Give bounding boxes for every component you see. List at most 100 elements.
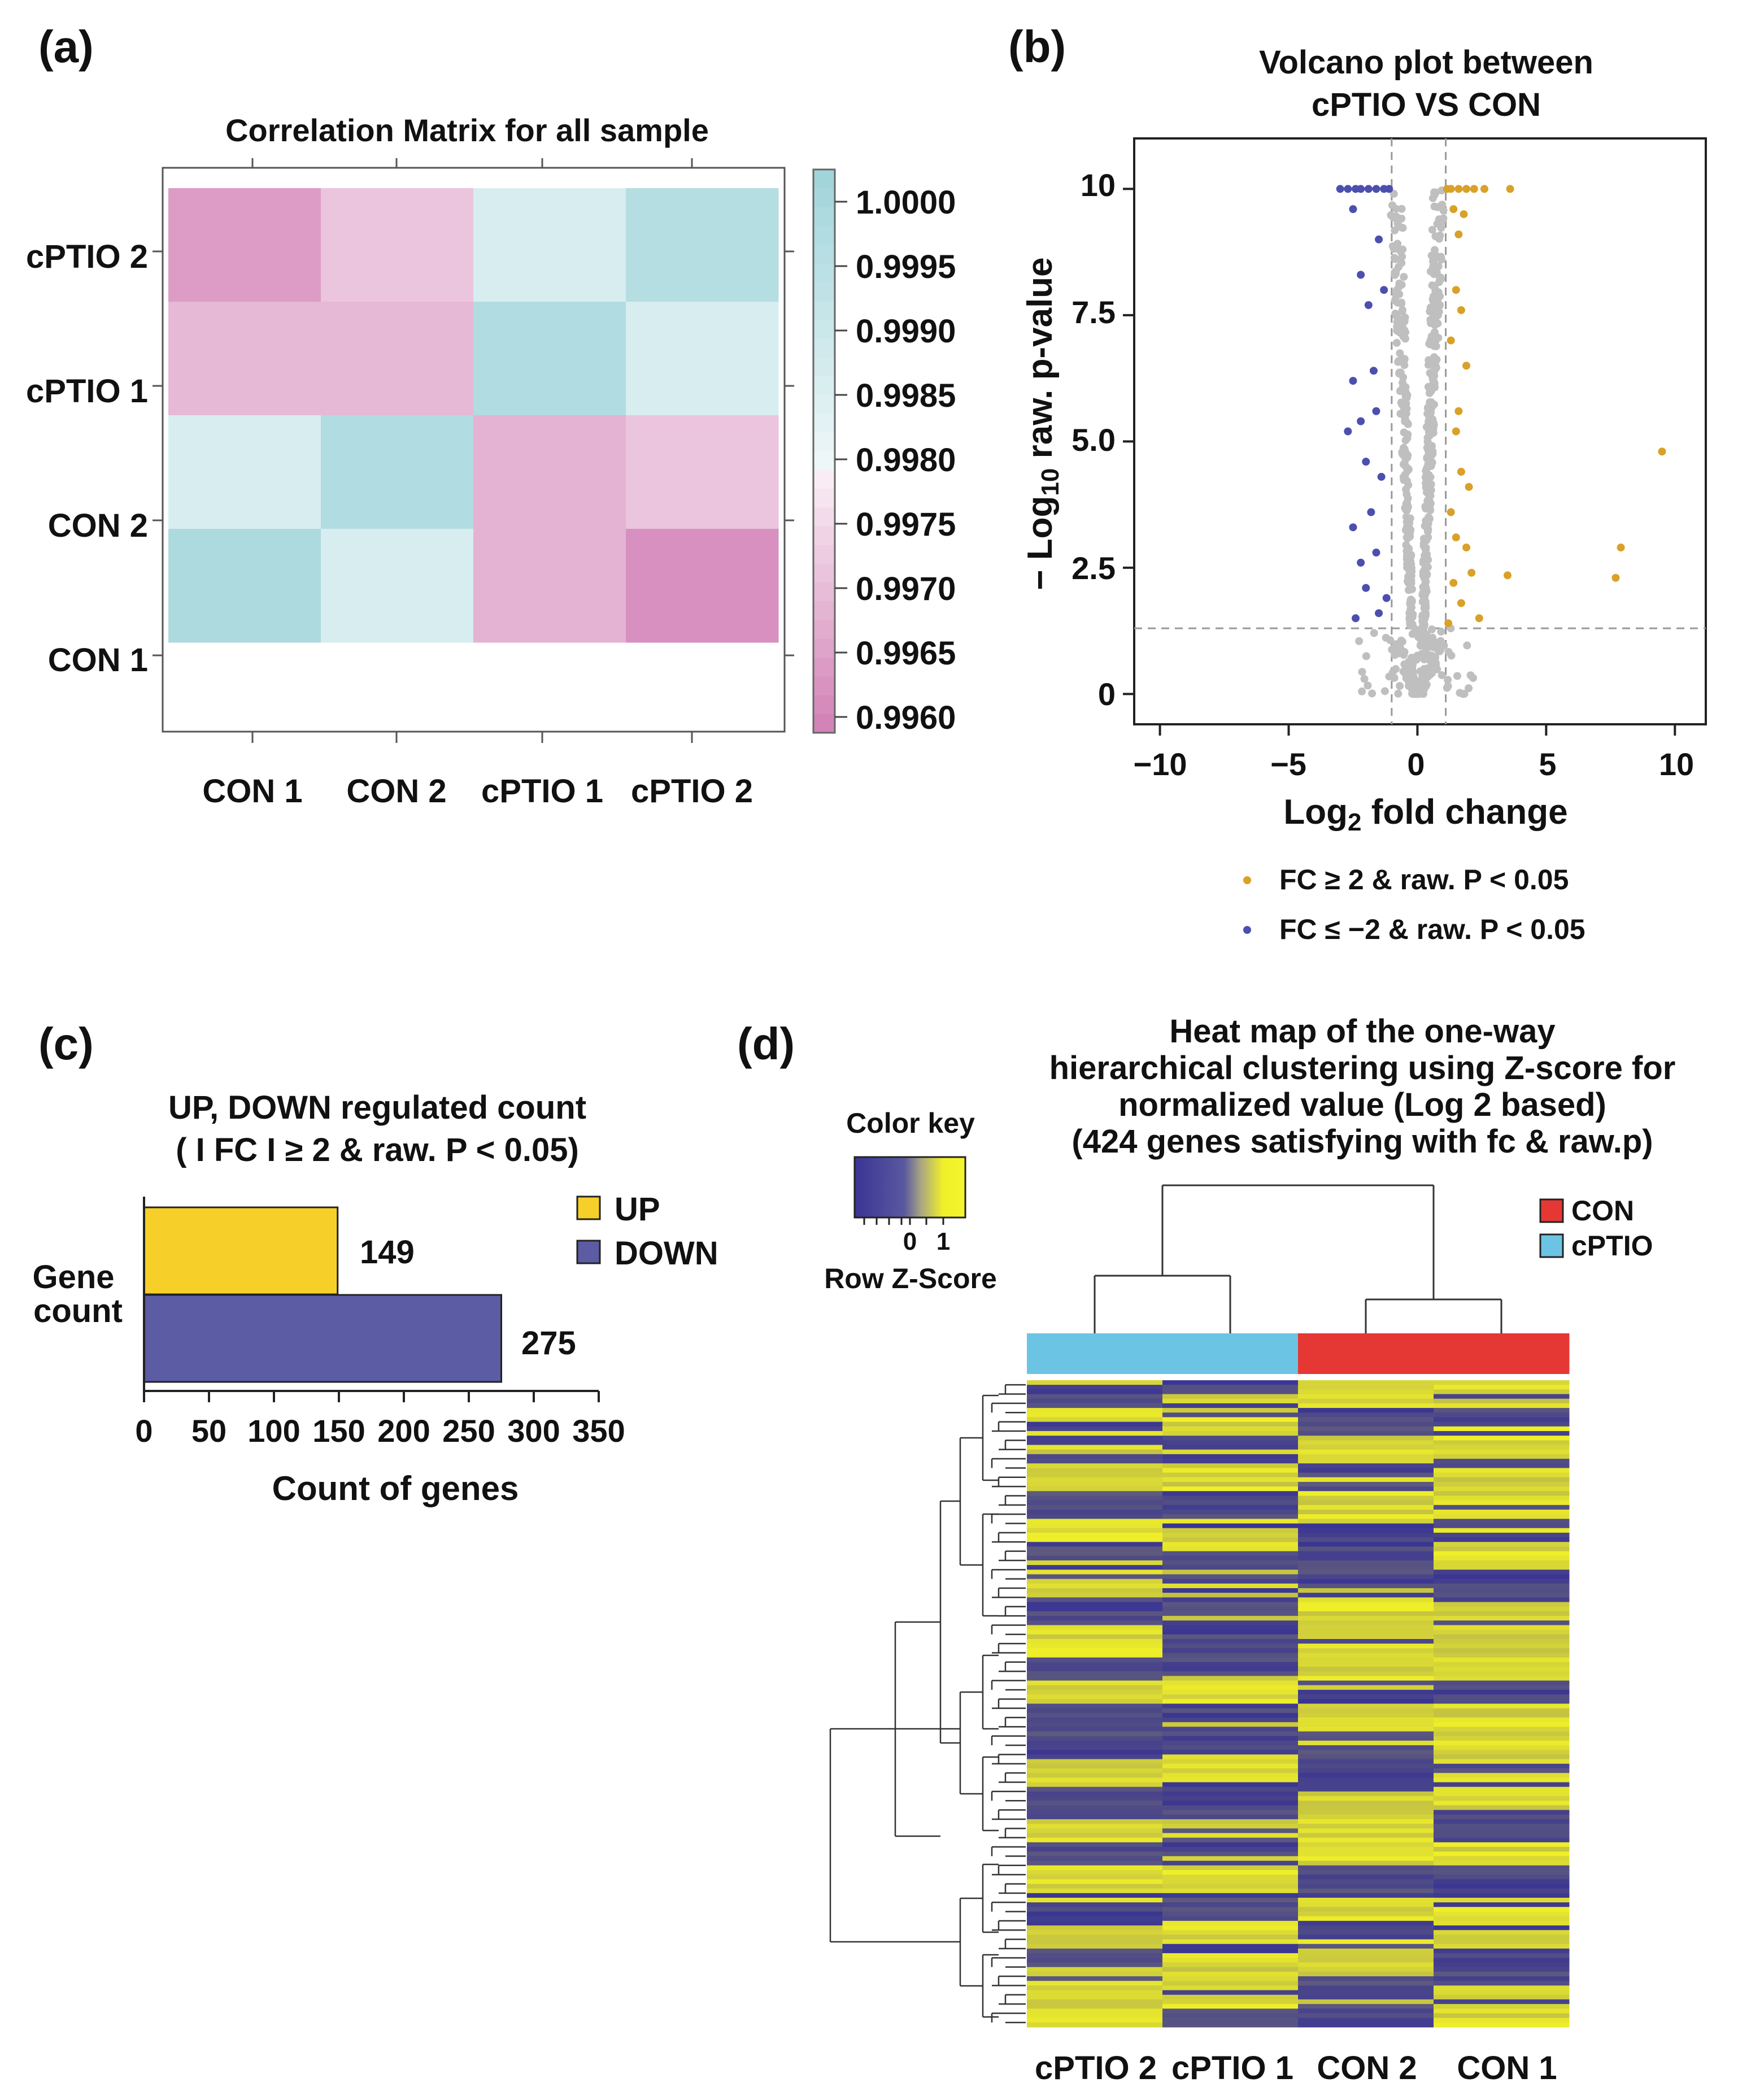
hm-cell [1434,1694,1570,1699]
hm-cell [1162,1616,1299,1621]
hm-cell [1027,1560,1163,1566]
hm-cell [1434,1953,1570,1958]
hm-cell [1298,1639,1434,1644]
hm-cell [1434,1583,1570,1589]
volcano-point-nonsig [1401,313,1409,321]
hm-cell [1434,1588,1570,1593]
hm-cell [1434,1773,1570,1778]
hm-cell [1162,1718,1299,1723]
volcano-point-nonsig [1389,190,1398,198]
hm-cell [1434,1685,1570,1690]
hm-cell [1162,1532,1299,1538]
volcano-point-nonsig [1422,467,1430,475]
hm-cells [1027,1380,1570,2028]
hm-cell [1027,1898,1163,1903]
volcano-x-ticks [1158,724,1676,736]
hm-cell [1298,1523,1434,1529]
volcano-point-nonsig [1391,271,1399,279]
hm-cell [1434,1648,1570,1654]
hm-cell [1162,1440,1299,1445]
hm-cell [1434,1463,1570,1468]
volcano-point-nonsig [1404,451,1412,459]
hm-cell [1434,1985,1570,1991]
volcano-point-nonsig [1391,665,1400,673]
hm-cell [1298,1708,1434,1714]
hm-cell [1027,1403,1163,1408]
hm-cell [1162,1505,1299,1510]
hm-cell [1434,1837,1570,1843]
hm-cell [1027,1680,1163,1686]
hm-cell [1162,1676,1299,1681]
corr-colorbar-band-3 [813,225,835,245]
volcano-point-nonsig [1425,407,1433,415]
volcano-title-line2: cPTIO VS CON [1312,86,1541,123]
volcano-point-nonsig [1396,247,1405,256]
hm-title-line4: (424 genes satisfying with fc & raw.p) [1071,1123,1653,1160]
corr-y-ticks [153,250,794,656]
hm-cell [1027,1657,1163,1663]
hm-cell [1027,1888,1163,1894]
hm-cell [1027,1445,1163,1450]
hm-cell [1027,1653,1163,1658]
volcano-point-down [1372,549,1380,557]
hm-cell [1027,1449,1163,1455]
hm-cell [1027,1532,1163,1538]
hm-cell [1434,1911,1570,1917]
hm-cell [1027,1814,1163,1820]
hm-cell [1298,2018,1434,2023]
hm-cell [1434,1593,1570,1598]
hm-cell [1162,1653,1299,1658]
hm-cell [1298,2004,1434,2009]
volcano-down-points [1336,185,1393,623]
hm-cell [1162,1389,1299,1395]
hm-cell [1434,1514,1570,1519]
hm-cell [1027,1736,1163,1741]
bar-ylabel-line1: Gene [32,1259,114,1295]
hm-cell [1298,1847,1434,1852]
hm-cell [1298,1398,1434,1404]
volcano-point-nonsig [1434,262,1443,271]
volcano-point-nonsig [1434,334,1442,342]
hm-cell [1027,1495,1163,1501]
hm-cell [1434,1768,1570,1773]
hm-cell [1434,1394,1570,1399]
hm-cell [1298,1856,1434,1862]
panel-c-bar-chart: UP, DOWN regulated count ( I FC I ≥ 2 & … [32,1089,718,1507]
hm-cell [1027,1773,1163,1778]
hm-cell [1027,1902,1163,1907]
hm-legend-cptio: cPTIO [1571,1230,1653,1262]
bar-xtick-250: 250 [442,1413,495,1449]
hm-cell [1027,1685,1163,1690]
volcano-point-down [1349,523,1357,532]
hm-cell [1027,1953,1163,1958]
volcano-point-nonsig [1426,417,1434,425]
volcano-xtick-m5: −5 [1270,746,1306,782]
hm-col-cptio2: cPTIO 2 [1035,2050,1157,2086]
volcano-point-nonsig [1402,399,1410,408]
hm-cell [1434,1629,1570,1635]
hm-cell [1298,1528,1434,1533]
corr-cell-r2-c2 [473,415,626,529]
corr-colorbar-band-28 [813,695,835,715]
volcano-point-nonsig [1404,579,1413,587]
volcano-point-up [1462,185,1471,193]
hm-cell [1162,1786,1299,1792]
bar-down [143,1294,502,1383]
hm-cell [1027,1819,1163,1824]
hm-cell [1434,1574,1570,1580]
hm-cell [1298,1676,1434,1681]
hm-cell [1434,1657,1570,1663]
hm-cell [1162,1740,1299,1746]
hm-cell [1298,1620,1434,1625]
corr-cell-r1-c2 [473,302,626,416]
hm-cell [1027,1436,1163,1441]
hm-cell [1027,1537,1163,1542]
hm-cell [1298,1754,1434,1760]
hm-cell [1298,1593,1434,1598]
bar-legend-up-swatch [576,1195,601,1220]
volcano-point-nonsig [1428,225,1436,234]
hm-cell [1162,1436,1299,1441]
hm-cell [1027,1971,1163,1977]
hm-cell [1298,1953,1434,1958]
corr-colorbar-frame [812,168,836,734]
